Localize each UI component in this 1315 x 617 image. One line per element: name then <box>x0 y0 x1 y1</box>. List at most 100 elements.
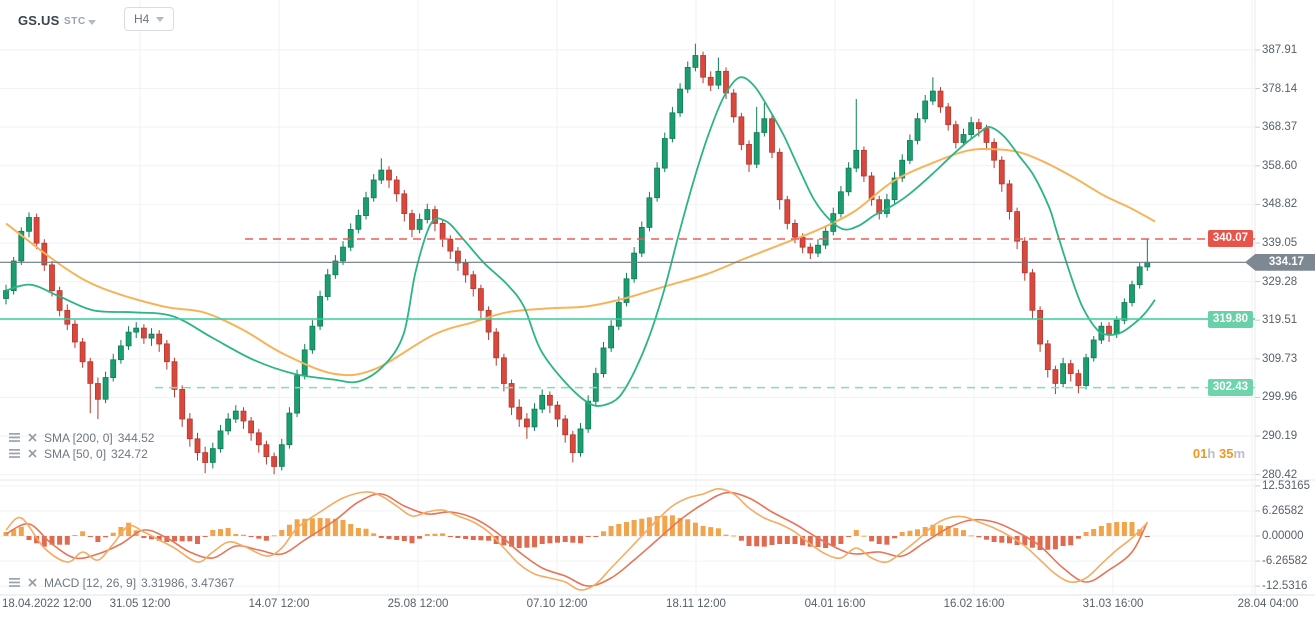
macd-histogram-bar <box>478 536 484 541</box>
macd-histogram-bar <box>417 536 423 539</box>
candle-body <box>623 278 630 303</box>
candle-body <box>998 159 1005 185</box>
candle-body <box>853 149 860 169</box>
candle-body <box>631 252 637 280</box>
candle-body <box>485 309 492 333</box>
macd-histogram-bar <box>126 522 132 536</box>
macd-histogram-bar <box>1114 522 1120 536</box>
sma-200-label: SMA [200, 0] <box>44 430 113 445</box>
macd-histogram-bar <box>624 522 629 536</box>
candle-body <box>156 333 163 345</box>
macd-histogram-bar <box>80 531 86 536</box>
candle-body <box>884 199 890 214</box>
candle-body <box>363 197 369 217</box>
candle-body <box>125 331 132 347</box>
candle-body <box>792 222 798 238</box>
indicator-settings-icon[interactable] <box>8 448 21 459</box>
macd-histogram-bar <box>815 536 821 547</box>
macd-histogram-bar <box>149 536 154 540</box>
price-level-badge[interactable]: 302.43 <box>1207 379 1253 397</box>
candle-body <box>577 428 584 453</box>
indicator-remove-icon[interactable] <box>26 577 39 588</box>
candle-body <box>355 215 362 230</box>
macd-axis-label: -12.5316 <box>1262 580 1308 593</box>
macd-histogram-bar <box>593 536 599 537</box>
candle-body <box>669 112 676 139</box>
candle-body <box>1106 325 1112 335</box>
price-axis-label: 358.60 <box>1262 159 1298 172</box>
macd-values: 3.31986, 3.47367 <box>141 575 235 590</box>
macd-histogram-bar <box>654 516 660 536</box>
candle-body <box>1113 319 1120 335</box>
candle-body <box>937 90 944 108</box>
time-axis-label: 16.02 16:00 <box>943 598 1005 610</box>
candle-countdown: 01h 35m <box>1193 446 1245 461</box>
candle-body <box>1060 363 1066 384</box>
candle-body <box>209 448 216 463</box>
macd-histogram-bar <box>509 536 515 547</box>
macd-histogram-bar <box>57 536 63 545</box>
timeframe-value: H4 <box>134 12 150 26</box>
candle-body <box>102 377 109 400</box>
market-dropdown-caret-icon[interactable] <box>88 20 96 25</box>
time-axis-label: 25.08 12:00 <box>387 598 449 610</box>
candle-body <box>263 444 270 458</box>
indicator-settings-icon[interactable] <box>8 577 21 588</box>
candle-body <box>960 134 967 143</box>
macd-histogram-bar <box>1037 536 1043 550</box>
macd-histogram-bar <box>302 518 308 536</box>
candle-body <box>654 167 660 199</box>
candle-body <box>930 90 936 102</box>
sma-200-legend: SMA [200, 0] 344.52 <box>8 430 154 445</box>
timeframe-selector[interactable]: H4 <box>124 7 175 31</box>
macd-histogram-bar <box>26 536 32 540</box>
macd-histogram-bar <box>1068 536 1074 546</box>
indicator-settings-icon[interactable] <box>8 432 21 443</box>
candle-body <box>600 347 607 374</box>
macd-histogram-bar <box>218 529 223 536</box>
macd-histogram-bar <box>202 536 208 537</box>
price-level-badge[interactable]: 340.07 <box>1207 230 1253 248</box>
market-label[interactable]: STC <box>64 16 86 27</box>
macd-histogram-bar <box>141 536 147 538</box>
macd-histogram-bar <box>263 536 269 541</box>
macd-histogram-bar <box>524 536 530 548</box>
time-axis-label: 14.07 12:00 <box>248 598 310 610</box>
candle-body <box>1136 266 1143 286</box>
indicator-remove-icon[interactable] <box>26 432 39 443</box>
macd-histogram-bar <box>271 535 277 537</box>
macd-histogram-bar <box>118 527 124 536</box>
macd-histogram-bar <box>685 519 691 536</box>
macd-histogram-bar <box>869 536 875 542</box>
price-axis-label: 339.05 <box>1262 237 1298 249</box>
macd-histogram-bar <box>1007 536 1012 544</box>
macd-histogram-bar <box>539 536 545 544</box>
macd-histogram-bar <box>646 517 652 536</box>
candle-body <box>1044 343 1051 370</box>
candle-body <box>409 213 415 230</box>
candle-body <box>845 167 852 193</box>
macd-histogram-bar <box>677 518 683 536</box>
candle-body <box>524 418 530 428</box>
candle-body <box>470 274 477 289</box>
macd-histogram-bar <box>769 536 775 545</box>
macd-histogram-bar <box>639 518 645 536</box>
candle-body <box>815 244 821 254</box>
candle-body <box>186 418 193 440</box>
macd-histogram-bar <box>386 536 392 539</box>
macd-histogram-bar <box>930 524 936 536</box>
macd-histogram-bar <box>241 534 246 536</box>
price-level-badge[interactable]: 319.80 <box>1207 310 1253 328</box>
candle-body <box>715 70 722 86</box>
candle-body <box>1014 211 1020 242</box>
macd-histogram-bar <box>853 530 859 536</box>
candle-body <box>1067 363 1074 375</box>
candle-body <box>1129 284 1135 303</box>
candle-body <box>64 309 71 325</box>
indicator-remove-icon[interactable] <box>26 448 39 459</box>
time-axis-label: 31.05 12:00 <box>109 598 171 610</box>
time-axis-label: 07.10 12:00 <box>526 598 588 610</box>
candle-body <box>531 408 538 428</box>
